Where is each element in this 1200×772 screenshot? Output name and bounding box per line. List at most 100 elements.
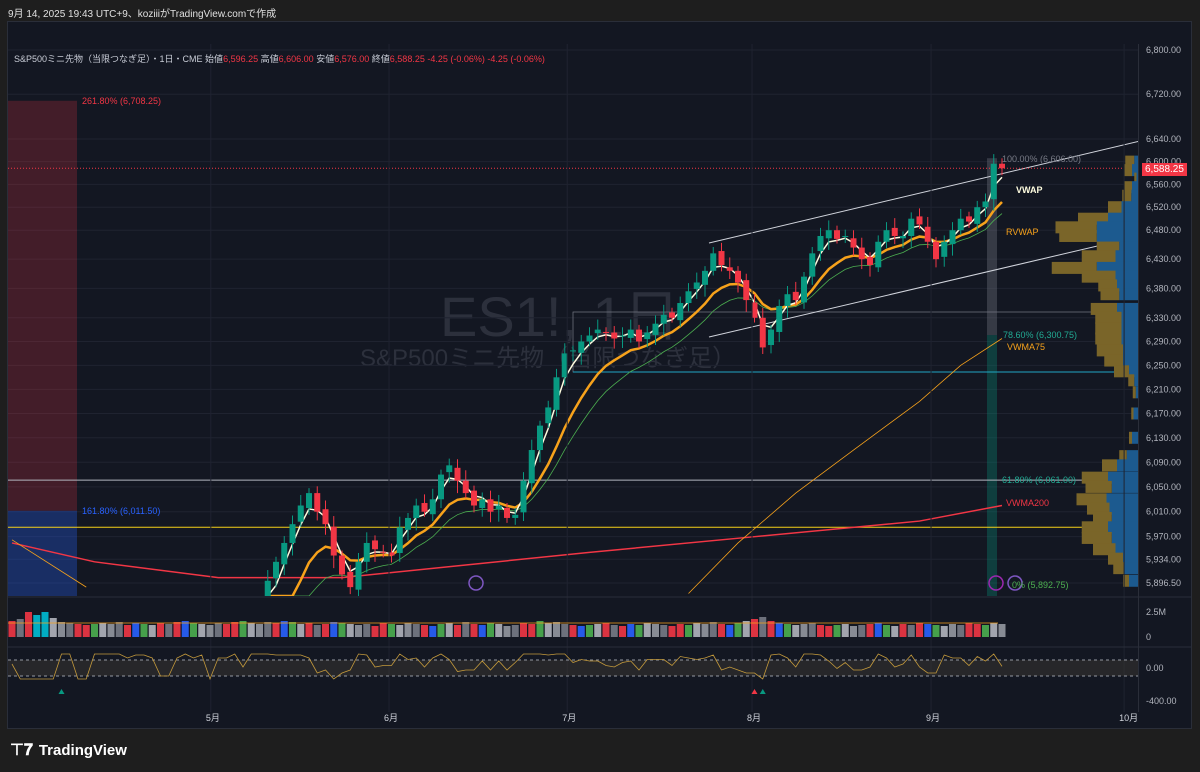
- event-icon: [988, 575, 1004, 591]
- profile-bar-buy: [1095, 322, 1122, 335]
- price-tick-label: 6,170.00: [1146, 408, 1181, 418]
- time-tick-label: 7月: [562, 713, 576, 723]
- price-tick-label: 6,800.00: [1146, 45, 1181, 55]
- volume-bar: [495, 624, 503, 637]
- volume-bar: [214, 623, 222, 637]
- profile-bar-sell: [1106, 493, 1138, 506]
- volume-bar: [256, 624, 263, 637]
- profile-bar-sell: [1123, 354, 1138, 367]
- volume-bar: [767, 621, 775, 637]
- open-label: 始値: [205, 54, 224, 64]
- profile-bar-sell: [1136, 172, 1138, 185]
- candle-body: [883, 230, 890, 242]
- profile-bar-sell: [1131, 189, 1138, 202]
- candle-body: [916, 216, 923, 225]
- profile-bar-buy: [1081, 471, 1108, 484]
- candle-body: [462, 480, 469, 494]
- high-value: 6,606.00: [278, 54, 314, 64]
- candle-body: [520, 480, 527, 513]
- profile-bar-buy: [1095, 311, 1122, 324]
- volume-bar: [850, 626, 857, 637]
- price-tick-label: 6,560.00: [1146, 179, 1181, 189]
- volume-bar: [322, 624, 329, 637]
- price-tick-label: 6,210.00: [1146, 384, 1181, 394]
- candle-body: [421, 503, 428, 512]
- profile-bar-buy: [1076, 493, 1107, 506]
- volume-bar: [742, 621, 750, 637]
- volume-bar: [231, 622, 239, 637]
- candle-body: [776, 305, 783, 332]
- volume-bar: [355, 625, 362, 637]
- osc-axis-label: -400.00: [1146, 696, 1177, 706]
- brand-name: TradingView: [38, 741, 127, 759]
- candle-body: [999, 163, 1005, 169]
- volume-bar: [280, 621, 288, 637]
- profile-bar-buy: [1124, 164, 1132, 177]
- candle-body: [974, 207, 981, 224]
- profile-bar-sell: [1111, 531, 1138, 544]
- volume-bar: [33, 615, 41, 637]
- tradingview-logo[interactable]: ⊤𝟕 TradingView: [10, 740, 127, 760]
- candle-body: [726, 267, 733, 271]
- volume-bar: [520, 623, 527, 637]
- profile-bar-buy: [1093, 543, 1116, 556]
- profile-bar-sell: [1123, 552, 1138, 565]
- volume-bar: [899, 624, 907, 637]
- candle-body: [652, 323, 659, 335]
- symbol-name[interactable]: S&P500ミニ先物（当限つなぎ足）・1日・CME: [14, 54, 203, 64]
- volume-bar: [619, 626, 626, 637]
- volume-bar: [635, 625, 643, 637]
- candle-body: [644, 332, 651, 340]
- volume-bar: [297, 624, 305, 637]
- volume-bar: [107, 624, 115, 637]
- volume-bar: [58, 622, 65, 637]
- fib-0-label: 0% (5,892.75): [1012, 580, 1069, 590]
- candle-body: [735, 270, 741, 283]
- osc-axis-label: 0.00: [1146, 663, 1164, 673]
- volume-bar: [660, 625, 668, 637]
- price-tick-label: 6,380.00: [1146, 283, 1181, 293]
- profile-bar-buy: [1123, 574, 1129, 587]
- volume-bar: [16, 619, 24, 637]
- price-tick-label: 6,290.00: [1146, 336, 1181, 346]
- volume-bar: [82, 625, 90, 637]
- volume-bar: [841, 624, 849, 637]
- volume-bar: [132, 623, 140, 637]
- volume-bar: [949, 624, 956, 637]
- candle-body: [743, 280, 750, 301]
- volume-bar: [289, 622, 296, 637]
- candle-body: [438, 474, 444, 500]
- volume-bar: [982, 625, 989, 637]
- volume-bar: [940, 626, 948, 637]
- volume-bar: [577, 626, 585, 637]
- volume-bar: [445, 623, 453, 637]
- volume-bar: [371, 626, 379, 637]
- candle-body: [933, 241, 939, 260]
- volume-bar: [511, 625, 519, 637]
- volume-bar: [470, 624, 478, 637]
- candle-body: [561, 353, 568, 378]
- channel-upper-line: [708, 140, 1138, 244]
- time-tick-label: 8月: [747, 713, 761, 723]
- volume-bar: [998, 624, 1006, 637]
- profile-bar-sell: [1115, 543, 1138, 556]
- time-tick-label: 9月: [926, 713, 940, 723]
- profile-bar-buy: [1134, 172, 1137, 185]
- candle-body: [627, 329, 634, 338]
- candle-body: [677, 303, 684, 321]
- price-tick-label: 6,600.00: [1146, 157, 1181, 167]
- candle-body: [611, 332, 618, 339]
- profile-bar-buy: [1128, 374, 1135, 387]
- last-price-tag: 6,588.25: [1142, 163, 1187, 176]
- candle-body: [264, 580, 271, 596]
- high-label: 高値: [260, 54, 279, 64]
- volume-bar: [610, 625, 618, 637]
- close-value: 6,588.25: [389, 54, 425, 64]
- candle-body: [875, 241, 882, 268]
- candle-body: [702, 270, 708, 285]
- volume-bar: [388, 624, 395, 637]
- volume-bar: [792, 625, 800, 637]
- profile-bar-buy: [1129, 431, 1132, 444]
- profile-bar-buy: [1085, 480, 1112, 493]
